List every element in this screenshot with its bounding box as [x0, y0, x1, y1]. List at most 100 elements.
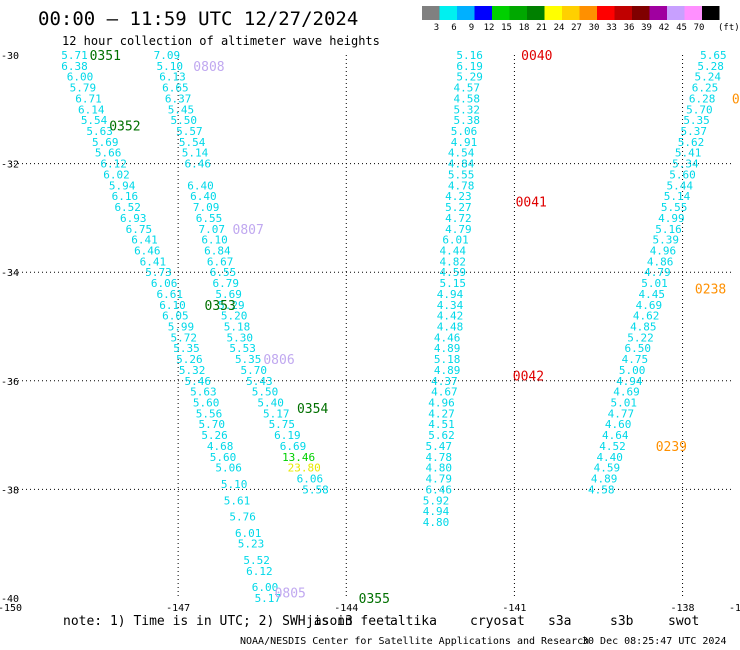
wave-height-label: 13.46 [282, 451, 315, 464]
wave-height-label: 6.19 [456, 60, 483, 73]
wave-height-label: 5.29 [218, 299, 245, 312]
wave-height-label: 5.35 [235, 353, 262, 366]
wave-height-label: 4.68 [207, 440, 234, 453]
wave-height-label: 5.16 [456, 49, 483, 62]
wave-height-label: 5.06 [451, 125, 478, 138]
wave-height-label: 5.47 [426, 440, 453, 453]
wave-height-label: 4.45 [638, 288, 665, 301]
wave-height-label: 6.01 [442, 234, 469, 247]
pass-time-label: 0352 [109, 120, 140, 135]
colorbar-label: 15 [501, 23, 512, 33]
wave-height-label: 4.78 [426, 451, 453, 464]
wave-height-label: 5.30 [227, 331, 254, 344]
wave-height-label: 5.54 [179, 136, 206, 149]
wave-height-label: 6.05 [162, 310, 189, 323]
colorbar-swatch [667, 6, 685, 20]
wave-height-label: 5.26 [176, 353, 203, 366]
wave-height-label: 6.19 [274, 429, 301, 442]
colorbar-label: 6 [451, 23, 456, 33]
wave-height-label: 6.61 [156, 288, 183, 301]
wave-height-label: 5.40 [257, 397, 284, 410]
satellite-legend-item: swot [668, 614, 699, 629]
wave-height-label: 5.18 [224, 321, 251, 334]
wave-height-label: 5.32 [454, 103, 481, 116]
satellite-legend-item: s3b [610, 614, 634, 629]
colorbar-swatch [492, 6, 510, 20]
wave-height-label: 4.52 [599, 440, 626, 453]
colorbar-label: 33 [606, 23, 617, 33]
wave-height-label: 4.57 [454, 82, 481, 95]
wave-height-label: 4.79 [445, 223, 472, 236]
colorbar-swatch [509, 6, 527, 20]
colorbar-label: 24 [554, 23, 565, 33]
wave-height-label: 5.17 [263, 407, 290, 420]
wave-height-label: 4.89 [434, 364, 461, 377]
wave-height-label: 6.41 [131, 234, 158, 247]
wave-height-label: 4.94 [616, 375, 643, 388]
lon-tick-label: -144 [334, 603, 358, 614]
wave-height-label: 5.14 [664, 190, 691, 203]
wave-height-label: 4.59 [440, 266, 467, 279]
wave-height-label: 4.91 [451, 136, 478, 149]
wave-height-label: 6.00 [252, 581, 279, 594]
wave-height-label: 5.65 [700, 49, 727, 62]
wave-height-label: 5.15 [440, 277, 467, 290]
wave-height-label: 4.80 [423, 516, 450, 529]
wave-height-label: 5.43 [246, 375, 273, 388]
wave-height-label: 6.67 [207, 255, 234, 268]
wave-height-label: 4.79 [644, 266, 671, 279]
wave-height-label: 6.00 [67, 71, 94, 84]
lon-tick-label: -13 [729, 603, 740, 614]
colorbar-swatch [597, 6, 615, 20]
wave-height-label: 4.86 [647, 255, 674, 268]
wave-height-label: 5.58 [302, 483, 329, 496]
wave-height-label: 6.41 [140, 255, 167, 268]
wave-height-label: 4.27 [428, 407, 455, 420]
wave-height-label: 5.55 [448, 168, 475, 181]
colorbar-swatch [562, 6, 580, 20]
wave-height-label: 7.09 [154, 49, 181, 62]
chart-subtitle: 12 hour collection of altimeter wave hei… [62, 34, 380, 48]
wave-height-label: 5.69 [215, 288, 242, 301]
colorbar-label: 21 [536, 23, 547, 33]
pass-time-label: 0354 [297, 402, 328, 417]
wave-height-label: 4.96 [650, 244, 677, 257]
wave-height-label: 4.58 [454, 92, 481, 105]
wave-height-label: 5.01 [610, 397, 637, 410]
wave-height-label: 6.50 [624, 342, 651, 355]
lat-tick-label: -40 [1, 594, 19, 605]
lon-tick-label: -147 [166, 603, 190, 614]
lat-tick-label: -32 [1, 160, 19, 171]
wave-height-label: 5.29 [456, 71, 483, 84]
wave-height-label: 5.50 [252, 386, 279, 399]
wave-height-label: 4.89 [591, 473, 618, 486]
wave-height-label: 5.70 [686, 103, 713, 116]
wave-height-label: 5.06 [215, 462, 242, 475]
wave-height-label: 5.45 [168, 103, 195, 116]
lat-tick-label: -36 [1, 377, 19, 388]
wave-height-label: 6.01 [235, 527, 262, 540]
colorbar-swatch [684, 6, 702, 20]
wave-height-label: 4.85 [630, 321, 657, 334]
wave-height-label: 5.50 [170, 114, 197, 127]
wave-height-label: 5.34 [672, 158, 699, 171]
wave-height-label: 5.94 [109, 179, 136, 192]
wave-height-label: 6.46 [185, 158, 212, 171]
wave-height-label: 6.02 [103, 168, 130, 181]
pass-time-label: 0238 [695, 282, 726, 297]
wave-height-label: 6.40 [187, 179, 214, 192]
wave-height-label: 6.52 [114, 201, 141, 214]
colorbar-swatch [544, 6, 562, 20]
wave-height-label: 5.37 [681, 125, 708, 138]
wave-height-label: 6.40 [190, 190, 217, 203]
colorbar-label: 30 [589, 23, 600, 33]
wave-height-label: 4.40 [596, 451, 623, 464]
wave-height-label: 5.70 [199, 418, 226, 431]
wave-height-label: 6.06 [151, 277, 178, 290]
wave-height-label: 5.14 [182, 147, 209, 160]
wave-height-label: 5.10 [221, 478, 248, 491]
wave-height-label: 5.44 [667, 179, 694, 192]
wave-height-label: 5.69 [92, 136, 119, 149]
colorbar-swatch [527, 6, 545, 20]
lon-tick-label: -141 [502, 603, 526, 614]
